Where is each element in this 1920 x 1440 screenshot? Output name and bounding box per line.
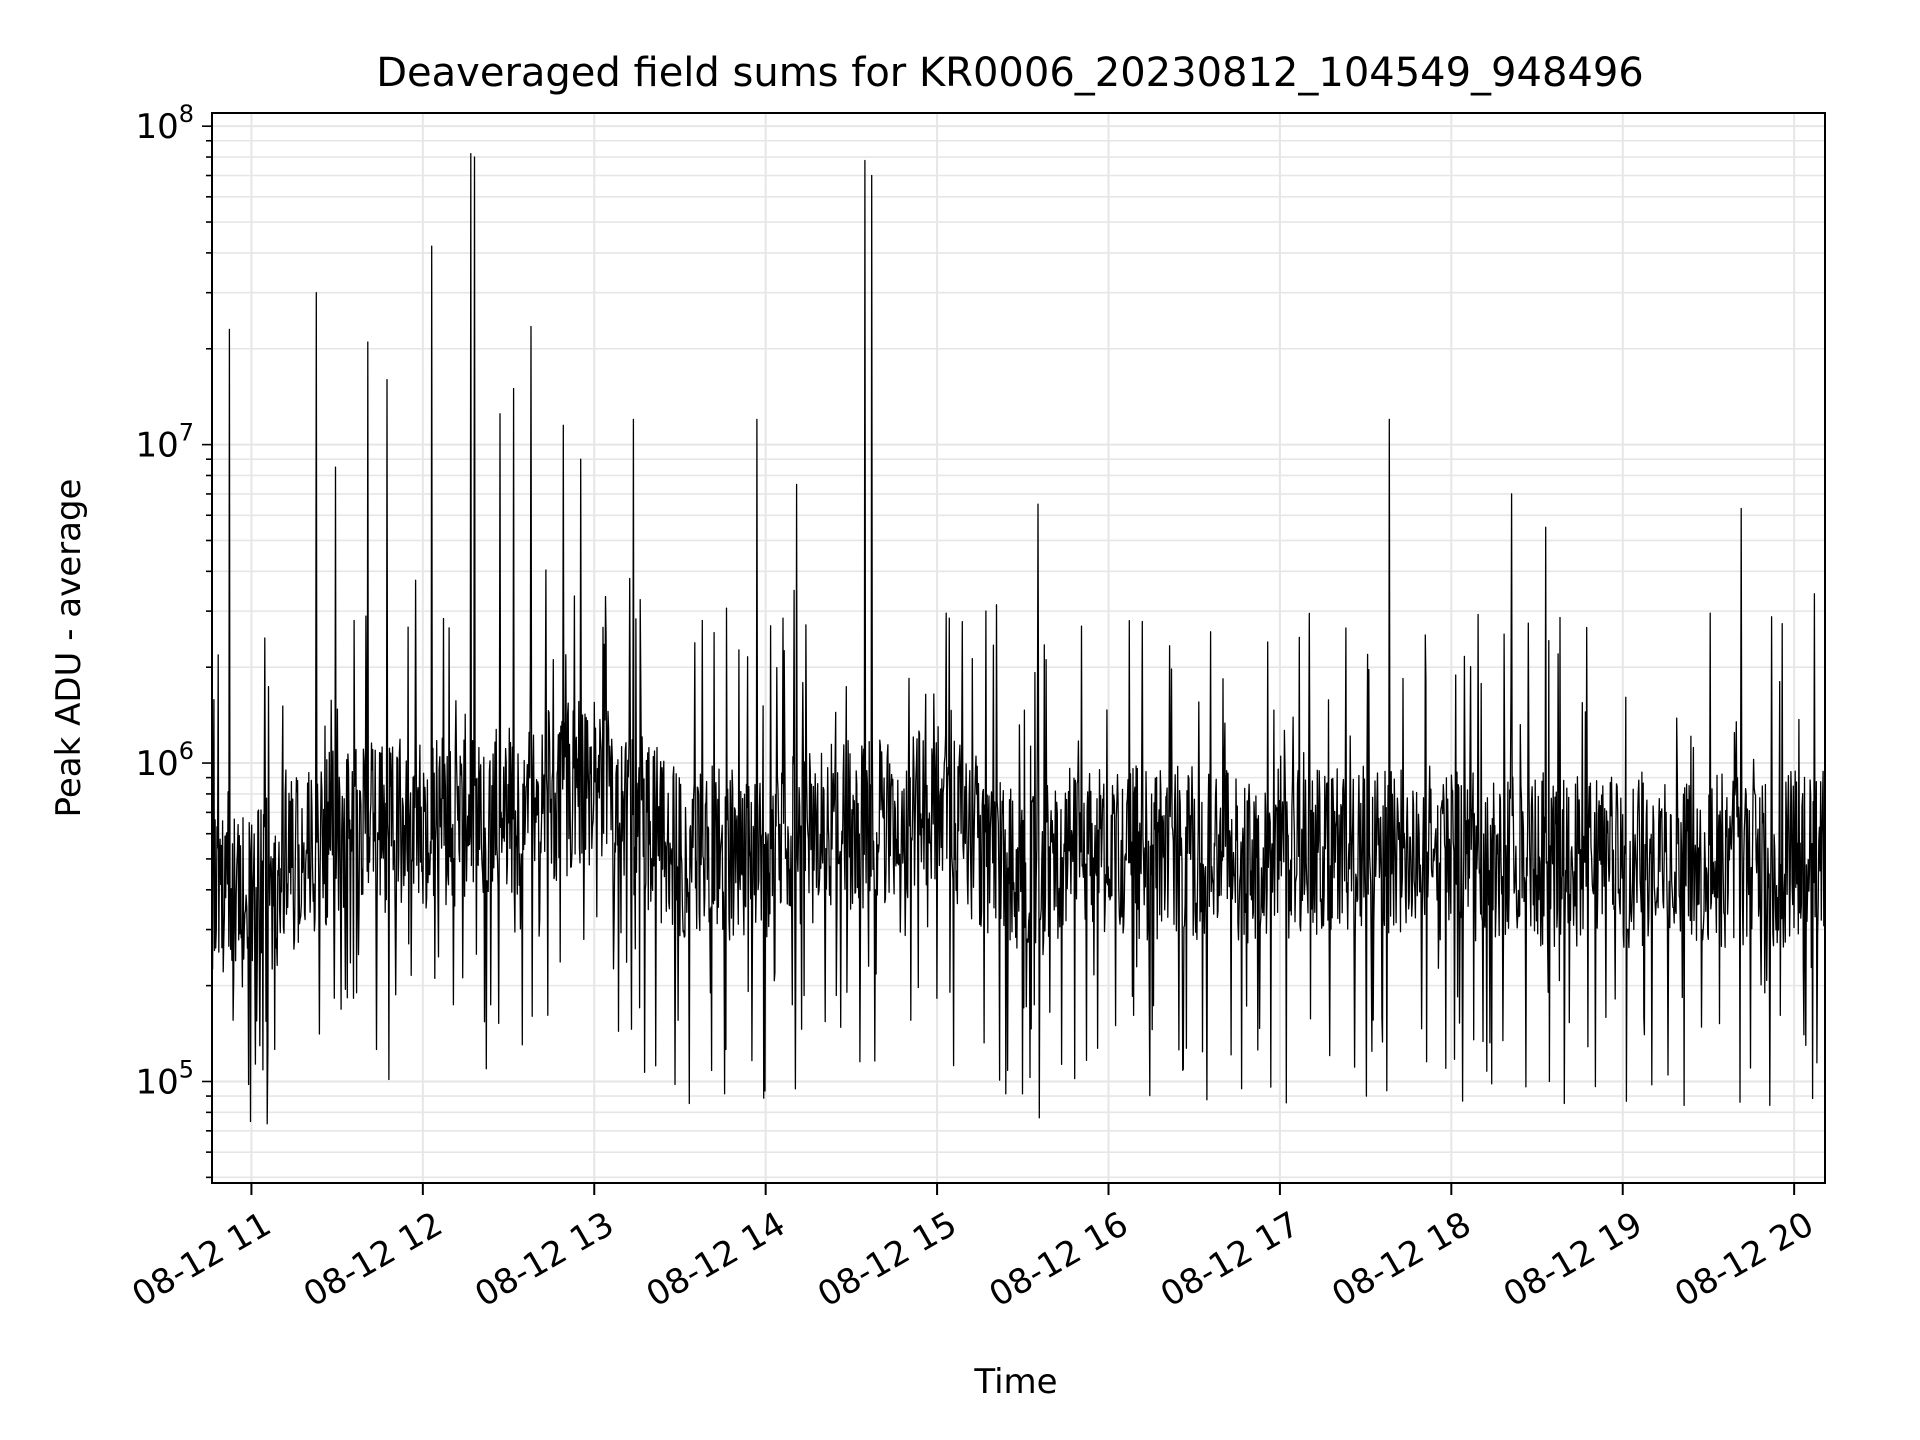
x-tick-label: 08-12 16 — [983, 1204, 1135, 1315]
x-tick-label: 08-12 11 — [126, 1204, 278, 1315]
x-axis: 08-12 11 08-12 12 08-12 13 08-12 14 08-12 15… — [126, 1183, 1821, 1315]
x-tick-label: 08-12 20 — [1668, 1204, 1820, 1315]
x-tick-label: 08-12 17 — [1154, 1204, 1306, 1315]
y-tick-label: 105 — [135, 1055, 194, 1102]
x-axis-title: Time — [973, 1362, 1057, 1402]
y-tick-label: 106 — [135, 737, 194, 784]
chart-title: Deaveraged field sums for KR0006_2023081… — [376, 50, 1644, 96]
x-tick-label: 08-12 15 — [811, 1204, 963, 1315]
grid — [212, 113, 1825, 1183]
y-tick-label: 108 — [135, 100, 194, 147]
y-axis: 105 106 107 108 — [135, 100, 212, 1179]
x-tick-label: 08-12 12 — [297, 1204, 449, 1315]
x-tick-label: 08-12 19 — [1497, 1204, 1649, 1315]
x-tick-label: 08-12 18 — [1325, 1204, 1477, 1315]
y-tick-label: 107 — [135, 419, 194, 466]
series-layer — [211, 152, 1826, 1125]
plot-frame — [211, 112, 1826, 1184]
x-tick-label: 08-12 13 — [468, 1204, 620, 1315]
series-line — [211, 152, 1826, 1125]
y-axis-title: Peak ADU - average — [49, 479, 89, 818]
x-tick-label: 08-12 14 — [640, 1204, 792, 1315]
